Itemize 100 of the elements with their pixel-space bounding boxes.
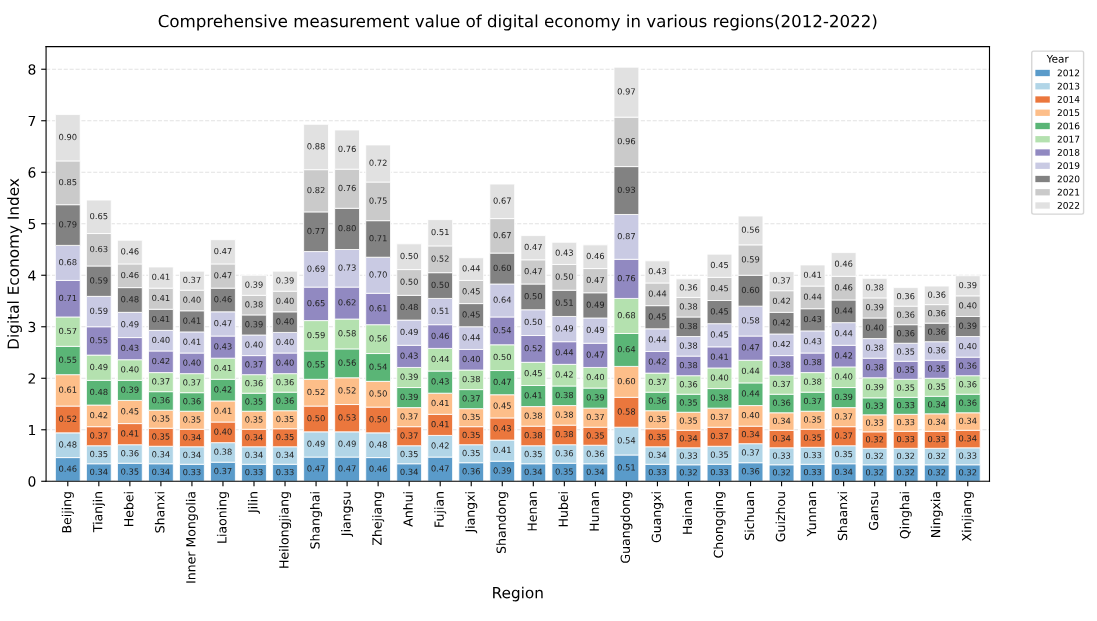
data-label: 0.40 — [152, 336, 170, 344]
data-label: 0.33 — [772, 452, 791, 459]
data-label: 0.93 — [617, 186, 636, 193]
data-label: 0.38 — [865, 364, 884, 371]
data-label: 0.43 — [648, 268, 667, 275]
data-label: 0.35 — [183, 416, 201, 423]
data-label: 0.33 — [896, 435, 915, 443]
data-label: 0.37 — [772, 277, 791, 284]
data-label: 0.44 — [648, 290, 667, 297]
data-label: 0.43 — [214, 343, 232, 350]
data-label: 0.61 — [59, 386, 77, 393]
data-label: 0.49 — [307, 440, 325, 447]
data-label: 0.90 — [59, 133, 77, 141]
x-tick-label: Guangdong — [620, 492, 633, 563]
data-label: 0.37 — [710, 432, 729, 440]
data-label: 0.42 — [772, 297, 791, 304]
data-label: 0.46 — [834, 260, 853, 267]
data-label: 0.48 — [369, 441, 387, 448]
data-label: 0.49 — [338, 440, 356, 447]
x-tick-label: Inner Mongolia — [185, 492, 198, 583]
data-label: 0.63 — [90, 245, 108, 253]
data-label: 0.32 — [865, 436, 884, 443]
data-label: 0.36 — [772, 399, 791, 406]
legend-label: 2014 — [1057, 95, 1080, 103]
data-label: 0.50 — [555, 273, 574, 280]
data-label: 0.38 — [710, 394, 729, 401]
data-label: 0.37 — [741, 449, 760, 456]
data-label: 0.47 — [586, 276, 604, 284]
y-tick-label: 2 — [28, 373, 35, 384]
y-tick-label: 0 — [28, 476, 36, 487]
data-label: 0.38 — [679, 362, 698, 369]
data-label: 0.44 — [741, 367, 760, 374]
data-label: 0.33 — [245, 468, 263, 476]
data-label: 0.38 — [555, 391, 574, 399]
data-label: 0.40 — [462, 355, 480, 363]
data-label: 0.44 — [431, 355, 450, 363]
data-label: 0.36 — [741, 468, 760, 475]
data-label: 0.49 — [121, 321, 139, 328]
data-label: 0.34 — [183, 451, 201, 458]
data-label: 0.40 — [245, 341, 263, 348]
data-label: 0.50 — [307, 415, 325, 422]
y-tick-label: 4 — [28, 270, 36, 281]
data-label: 0.34 — [276, 451, 294, 458]
data-label: 0.33 — [183, 468, 201, 476]
data-label: 0.36 — [121, 450, 139, 457]
data-label: 0.37 — [245, 361, 263, 368]
data-label: 0.40 — [214, 428, 232, 435]
data-label: 0.47 — [214, 247, 232, 255]
data-label: 0.45 — [462, 311, 480, 318]
data-label: 0.54 — [369, 363, 387, 370]
data-label: 0.38 — [865, 284, 884, 291]
data-label: 0.46 — [586, 252, 605, 260]
data-label: 0.36 — [462, 468, 480, 475]
data-label: 0.39 — [865, 304, 884, 311]
data-label: 0.35 — [152, 415, 170, 422]
data-label: 0.39 — [400, 373, 418, 380]
data-label: 0.37 — [400, 413, 418, 420]
data-label: 0.76 — [338, 184, 356, 192]
data-label: 0.60 — [741, 286, 760, 294]
data-label: 0.52 — [431, 255, 449, 262]
data-label: 0.33 — [959, 452, 977, 459]
data-label: 0.49 — [586, 326, 605, 334]
data-label: 0.36 — [959, 399, 977, 406]
data-label: 0.34 — [834, 468, 853, 475]
data-label: 0.40 — [183, 296, 201, 303]
data-label: 0.38 — [555, 431, 574, 438]
data-label: 0.47 — [524, 243, 542, 251]
data-label: 0.61 — [369, 305, 387, 312]
data-label: 0.46 — [121, 271, 139, 279]
data-label: 0.48 — [400, 303, 418, 311]
data-label: 0.35 — [245, 398, 263, 405]
y-tick-label: 7 — [28, 115, 36, 127]
x-tick-label: Heilongjiang — [278, 492, 292, 568]
data-label: 0.59 — [307, 331, 325, 339]
data-label: 0.38 — [245, 301, 263, 308]
y-axis-title: Digital Economy Index — [7, 178, 22, 349]
data-label: 0.96 — [617, 137, 636, 145]
data-label: 0.59 — [90, 307, 108, 314]
data-label: 0.56 — [338, 359, 356, 366]
x-tick-label: Tianjin — [92, 492, 105, 533]
data-label: 0.33 — [896, 418, 915, 426]
data-label: 0.32 — [896, 469, 915, 476]
data-label: 0.51 — [431, 228, 449, 236]
x-tick-label: Fujian — [434, 492, 447, 527]
x-tick-label: Hebei — [123, 492, 134, 526]
data-label: 0.42 — [214, 386, 232, 393]
data-label: 0.49 — [555, 325, 574, 332]
data-label: 0.44 — [648, 336, 667, 343]
data-label: 0.76 — [617, 274, 636, 282]
data-label: 0.40 — [741, 411, 760, 419]
data-label: 0.34 — [245, 451, 263, 458]
data-label: 0.41 — [152, 273, 170, 280]
x-tick-label: Jiangxi — [465, 492, 478, 534]
data-label: 0.34 — [90, 468, 108, 475]
data-label: 0.77 — [307, 227, 325, 235]
data-label: 0.35 — [648, 415, 666, 423]
legend-label: 2017 — [1057, 135, 1080, 143]
data-label: 0.36 — [183, 398, 201, 405]
data-label: 0.35 — [245, 416, 263, 423]
data-label: 0.97 — [617, 88, 635, 95]
